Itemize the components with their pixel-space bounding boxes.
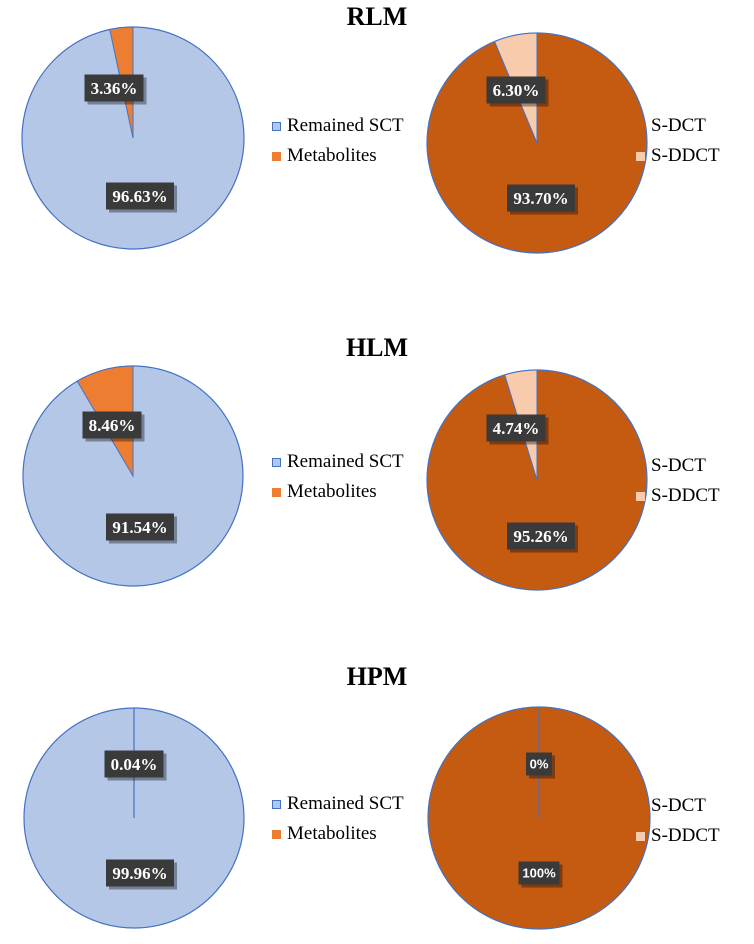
legend-item-remained-sct: Remained SCT — [272, 111, 404, 141]
legend-item-metabolites: Metabolites — [272, 141, 404, 171]
legend-swatch — [272, 799, 281, 809]
data-label-text: 99.96% — [112, 864, 167, 883]
legend-swatch — [272, 121, 281, 131]
legend-swatch — [636, 151, 645, 161]
legend-item-remained-sct: Remained SCT — [272, 447, 404, 477]
legend-label: S-DCT — [651, 455, 706, 476]
data-label-text: 91.54% — [112, 518, 167, 537]
data-label: 6.30% — [486, 76, 549, 107]
legend-rlm-dct: S-DCT S-DDCT — [636, 111, 720, 171]
chart-title-rlm: RLM — [346, 2, 408, 31]
legend-swatch — [636, 461, 645, 471]
legend-item-s-ddct: S-DDCT — [636, 481, 720, 511]
data-label-text: 6.30% — [493, 81, 540, 100]
legend-label: Remained SCT — [287, 451, 404, 472]
legend-swatch — [636, 491, 645, 501]
data-label: 0.04% — [104, 750, 167, 781]
pie-chart-rlm-dct: 93.70% 6.30% — [426, 32, 648, 254]
pie-chart-rlm-sct: 96.63% 3.36% — [21, 26, 245, 250]
legend-item-s-ddct: S-DDCT — [636, 821, 720, 851]
legend-swatch — [636, 121, 645, 131]
data-label: 8.46% — [82, 411, 145, 442]
data-label-text: 8.46% — [89, 416, 136, 435]
legend-swatch — [272, 487, 281, 497]
pie-chart-hpm-sct: 99.96% 0.04% — [23, 707, 245, 929]
legend-label: Remained SCT — [287, 793, 404, 814]
data-label-text: 96.63% — [112, 187, 167, 206]
pie-chart-hlm-sct: 91.54% 8.46% — [22, 365, 244, 587]
legend-label: S-DDCT — [651, 825, 720, 846]
legend-item-metabolites: Metabolites — [272, 477, 404, 507]
data-label: 3.36% — [84, 74, 147, 105]
legend-hlm-dct: S-DCT S-DDCT — [636, 451, 720, 511]
data-label-text: 100% — [522, 866, 556, 881]
data-label-text: 0.04% — [111, 755, 158, 774]
legend-swatch — [272, 151, 281, 161]
chart-title-hlm: HLM — [345, 333, 409, 362]
legend-hpm-sct: Remained SCT Metabolites — [272, 789, 404, 849]
data-label: 0% — [526, 752, 555, 779]
data-label-text: 0% — [530, 757, 549, 772]
legend-swatch — [272, 457, 281, 467]
data-label: 99.96% — [106, 859, 177, 890]
pie-chart-hlm-dct: 95.26% 4.74% — [426, 369, 648, 591]
legend-hpm-dct: S-DCT S-DDCT — [636, 791, 720, 851]
legend-item-metabolites: Metabolites — [272, 819, 404, 849]
legend-item-s-dct: S-DCT — [636, 791, 720, 821]
legend-item-s-ddct: S-DDCT — [636, 141, 720, 171]
legend-label: S-DDCT — [651, 145, 720, 166]
data-label: 100% — [518, 861, 563, 888]
legend-label: Metabolites — [287, 145, 377, 166]
legend-item-s-dct: S-DCT — [636, 111, 720, 141]
data-label: 93.70% — [507, 184, 578, 215]
chart-title-hpm: HPM — [346, 662, 408, 691]
legend-swatch — [636, 801, 645, 811]
data-label-text: 95.26% — [513, 527, 568, 546]
legend-item-remained-sct: Remained SCT — [272, 789, 404, 819]
legend-label: S-DCT — [651, 115, 706, 136]
data-label-text: 93.70% — [513, 189, 568, 208]
data-label-text: 3.36% — [91, 79, 138, 98]
data-label: 91.54% — [106, 513, 177, 544]
data-label: 4.74% — [486, 414, 549, 445]
legend-label: S-DDCT — [651, 485, 720, 506]
data-label-text: 4.74% — [493, 419, 540, 438]
legend-label: Metabolites — [287, 823, 377, 844]
legend-rlm-sct: Remained SCT Metabolites — [272, 111, 404, 171]
legend-hlm-sct: Remained SCT Metabolites — [272, 447, 404, 507]
legend-label: Metabolites — [287, 481, 377, 502]
legend-label: S-DCT — [651, 795, 706, 816]
legend-swatch — [272, 829, 281, 839]
legend-label: Remained SCT — [287, 115, 404, 136]
data-label: 95.26% — [507, 522, 578, 553]
data-label: 96.63% — [106, 182, 177, 213]
legend-item-s-dct: S-DCT — [636, 451, 720, 481]
legend-swatch — [636, 831, 645, 841]
